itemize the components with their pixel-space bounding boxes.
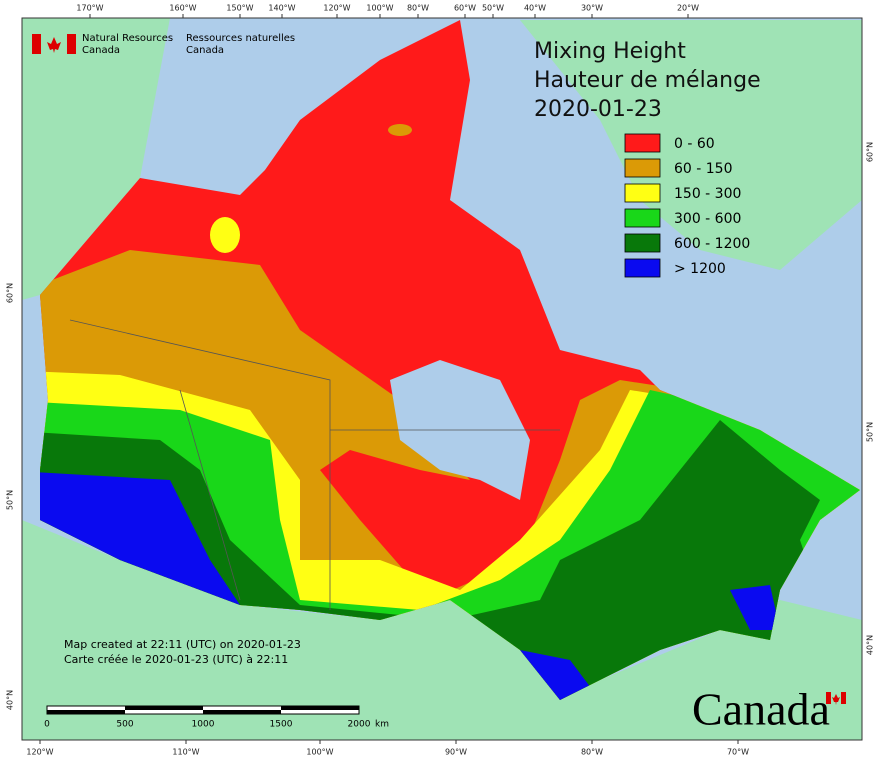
top-tick-label: 60°W — [454, 4, 476, 13]
scale-segment — [203, 710, 281, 714]
flag-bar — [32, 34, 41, 54]
usa — [22, 520, 862, 740]
maple-leaf — [832, 694, 840, 705]
bottom-tick-label: 120°W — [26, 748, 53, 757]
left-tick-label: 40°N — [6, 690, 15, 710]
legend-swatch — [624, 258, 661, 278]
top-tick-label: 80°W — [407, 4, 429, 13]
title: Mixing Height — [534, 39, 686, 64]
top-tick-label: 120°W — [323, 4, 350, 13]
bottom-tick-label: 110°W — [172, 748, 199, 757]
top-tick-label: 140°W — [268, 4, 295, 13]
legend-label: 0 - 60 — [674, 136, 715, 152]
scale-segment — [281, 706, 359, 710]
field-patch — [388, 124, 412, 136]
bottom-tick-label: 100°W — [306, 748, 333, 757]
bottom-tick-label: 70°W — [727, 748, 749, 757]
legend-swatch — [624, 158, 661, 178]
legend-swatch — [624, 133, 661, 153]
frame — [21, 17, 863, 741]
scale-segment — [47, 710, 125, 714]
legend-swatch — [624, 183, 661, 203]
top-tick-label: 40°W — [524, 4, 546, 13]
scale-label: 0 — [44, 720, 50, 730]
alaska — [22, 18, 170, 300]
flag-bar — [841, 692, 846, 704]
right-tick-label: 50°N — [866, 422, 875, 442]
legend-swatch — [624, 208, 661, 228]
wordmark: Canada — [692, 684, 830, 735]
scale-labels: 0 500 1000 1500 2000 — [44, 720, 371, 730]
legend-label: > 1200 — [674, 261, 726, 277]
nrcan-flag — [32, 34, 76, 54]
bottom-tick-label: 80°W — [581, 748, 603, 757]
agency-en: Natural Resources — [82, 33, 173, 44]
top-tick-label: 20°W — [677, 4, 699, 13]
top-tick-label: 30°W — [581, 4, 603, 13]
scale-label: 1000 — [192, 720, 215, 730]
scale-bar — [46, 705, 360, 715]
top-tick-label: 170°W — [76, 4, 103, 13]
flag-bar — [826, 692, 831, 704]
borders — [69, 319, 560, 610]
agency-en: Canada — [82, 45, 120, 56]
top-tick-label: 150°W — [226, 4, 253, 13]
graticule-labels: 170°W 160°W 150°W 140°W 120°W 100°W 80°W 60°W 50… — [6, 4, 875, 757]
legend-label: 60 - 150 — [674, 161, 733, 177]
title: Hauteur de mélange — [534, 68, 761, 93]
field-blue-east — [520, 585, 780, 700]
scale-unit: km — [375, 720, 389, 730]
left-tick-label: 50°N — [6, 490, 15, 510]
legend-label: 300 - 600 — [674, 211, 741, 227]
field-patch — [210, 217, 240, 253]
scale-label: 500 — [116, 720, 133, 730]
right-tick-label: 40°N — [866, 635, 875, 655]
legend-label: 600 - 1200 — [674, 236, 750, 252]
flag-bar — [67, 34, 76, 54]
footer: Carte créée le 2020-01-23 (UTC) à 22:11 — [64, 653, 288, 666]
top-tick-label: 160°W — [169, 4, 196, 13]
maple-leaf — [47, 37, 61, 53]
wordmark-flag — [826, 692, 846, 705]
legend: 0 - 60 60 - 150 150 - 300 300 - 600 600 - 12… — [624, 133, 750, 278]
right-tick-label: 60°N — [866, 142, 875, 162]
legend-label: 150 - 300 — [674, 186, 741, 202]
greenland — [520, 20, 862, 270]
top-tick-label: 100°W — [366, 4, 393, 13]
scale-label: 1500 — [270, 720, 293, 730]
bottom-tick-label: 90°W — [445, 748, 467, 757]
scale-segment — [125, 706, 203, 710]
footer: Map created at 22:11 (UTC) on 2020-01-23 — [64, 638, 301, 651]
agency-fr: Ressources naturelles — [186, 33, 295, 44]
agency-fr: Canada — [186, 45, 224, 56]
scale-label: 2000 — [348, 720, 371, 730]
title: 2020-01-23 — [534, 97, 662, 122]
top-tick-label: 50°W — [482, 4, 504, 13]
legend-swatch — [624, 233, 661, 253]
left-tick-label: 60°N — [6, 283, 15, 303]
